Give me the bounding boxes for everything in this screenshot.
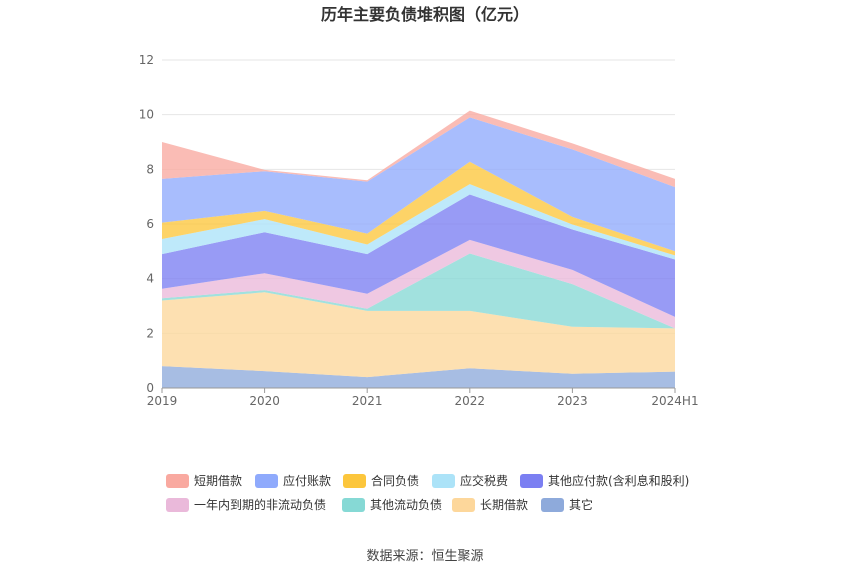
area-series-1 (162, 292, 675, 378)
legend-item[interactable]: 一年内到期的非流动负债 (166, 497, 326, 512)
legend-swatch (255, 474, 278, 488)
area-series-7 (162, 117, 675, 252)
area-series-2 (162, 253, 675, 329)
x-tick-label: 2021 (352, 394, 383, 408)
legend-item[interactable]: 长期借款 (452, 498, 528, 512)
y-tick-label: 0 (146, 381, 154, 395)
legend-label: 其他应付款(含利息和股利) (548, 473, 689, 488)
axes: 0 2 4 6 8 10 12 2019 2020 2021 2022 2023 2024H1 (139, 53, 699, 408)
legend-label: 合同负债 (371, 473, 419, 488)
area-series-3 (162, 239, 675, 329)
area-series-0 (162, 366, 675, 388)
area-series-6 (162, 161, 675, 256)
legend-item[interactable]: 其他应付款(含利息和股利) (520, 473, 689, 488)
legend-swatch (166, 498, 189, 512)
legend-swatch (520, 474, 543, 488)
x-tick-label: 2020 (249, 394, 280, 408)
legend-swatch (342, 498, 365, 512)
legend-item[interactable]: 其他流动负债 (342, 498, 442, 512)
area-series-8 (162, 110, 675, 188)
legend: 短期借款 应付账款 合同负债 应交税费 其他应付款(含利息和股利) 一年内到期的非流动负债… (166, 473, 689, 512)
legend-swatch (432, 474, 455, 488)
legend-swatch (541, 498, 564, 512)
area-series-4 (162, 194, 675, 317)
legend-label: 应付账款 (283, 473, 331, 488)
legend-swatch (166, 474, 189, 488)
x-tick-label: 2022 (455, 394, 486, 408)
area-series-5 (162, 184, 675, 260)
y-tick-label: 12 (139, 53, 154, 67)
area-series-group (162, 110, 675, 388)
x-tick-label: 2023 (557, 394, 588, 408)
y-tick-label: 6 (146, 217, 154, 231)
x-tick-label: 2019 (147, 394, 178, 408)
legend-label: 其它 (569, 497, 593, 512)
legend-label: 应交税费 (460, 473, 508, 488)
legend-label: 短期借款 (194, 474, 242, 488)
legend-item[interactable]: 应付账款 (255, 473, 331, 488)
data-source-note: 数据来源：恒生聚源 (366, 549, 483, 564)
legend-item[interactable]: 应交税费 (432, 473, 508, 488)
legend-label: 其他流动负债 (370, 498, 442, 512)
legend-label: 长期借款 (480, 498, 528, 512)
legend-swatch (452, 498, 475, 512)
y-tick-label: 2 (146, 326, 154, 340)
legend-item[interactable]: 短期借款 (166, 474, 242, 488)
y-tick-label: 10 (139, 108, 154, 122)
legend-item[interactable]: 其它 (541, 497, 593, 512)
legend-item[interactable]: 合同负债 (343, 473, 419, 488)
y-tick-label: 8 (146, 162, 154, 176)
chart-title: 历年主要负债堆积图（亿元） (321, 5, 529, 24)
x-tick-label: 2024H1 (651, 394, 698, 408)
legend-label: 一年内到期的非流动负债 (194, 497, 326, 512)
legend-swatch (343, 474, 366, 488)
y-tick-label: 4 (146, 272, 154, 286)
